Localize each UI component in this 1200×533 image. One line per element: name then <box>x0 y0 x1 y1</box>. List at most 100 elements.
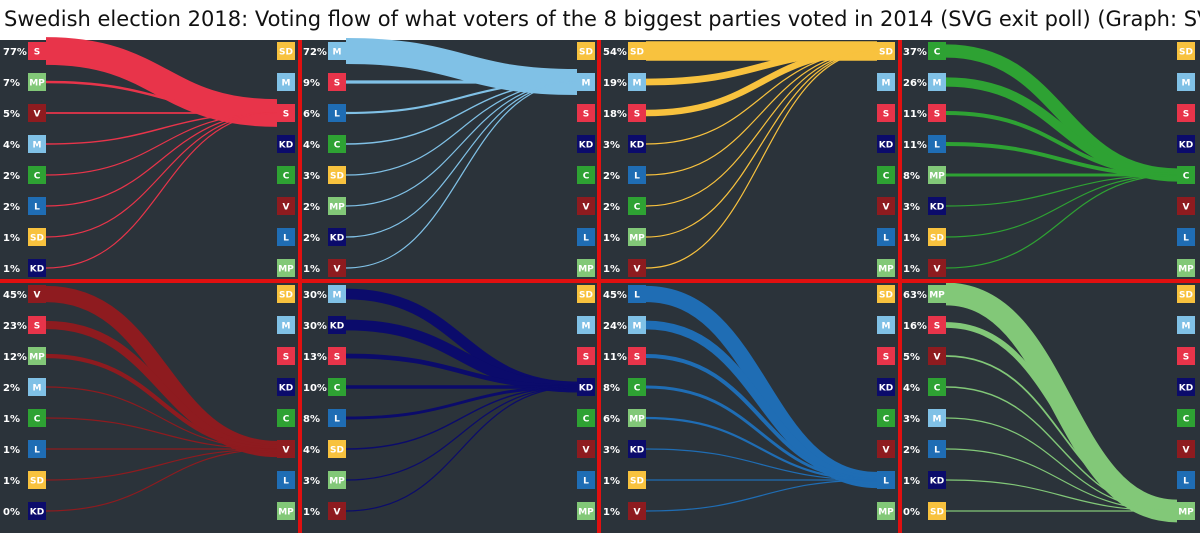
party-box <box>577 502 595 520</box>
party-label: MP <box>578 265 594 275</box>
party-label: KD <box>30 265 44 275</box>
flow <box>945 174 1178 269</box>
party-label: SD <box>30 234 44 244</box>
party-box <box>277 471 295 489</box>
party-label: SD <box>579 48 593 58</box>
value-label: 10% <box>303 383 327 394</box>
party-label: L <box>934 446 940 456</box>
value-label: 16% <box>903 321 927 332</box>
flow <box>945 417 1178 512</box>
party-box <box>277 440 295 458</box>
party-label: SD <box>579 291 593 301</box>
party-box <box>1177 316 1195 334</box>
flow <box>945 386 1178 512</box>
party-box <box>577 316 595 334</box>
party-box <box>277 104 295 122</box>
value-label: 1% <box>3 414 20 425</box>
party-box <box>928 285 946 303</box>
value-label: 1% <box>3 445 20 456</box>
party-box <box>877 228 895 246</box>
party-box <box>628 259 646 277</box>
flow <box>945 322 1178 514</box>
party-label: V <box>34 291 41 301</box>
value-label: 1% <box>903 476 920 487</box>
flow <box>345 81 578 207</box>
party-label: SD <box>279 48 293 58</box>
value-label: 4% <box>903 383 920 394</box>
party-box <box>928 440 946 458</box>
party-label: M <box>582 79 591 89</box>
value-label: 2% <box>303 202 320 213</box>
party-label: V <box>934 265 941 275</box>
party-box <box>1177 440 1195 458</box>
party-label: C <box>34 172 41 182</box>
value-label: 63% <box>903 290 927 301</box>
party-label: L <box>1183 477 1189 487</box>
party-box <box>928 104 946 122</box>
party-label: L <box>283 477 289 487</box>
party-label: M <box>882 322 891 332</box>
flow <box>645 50 878 145</box>
party-box <box>328 259 346 277</box>
party-label: S <box>34 322 40 332</box>
party-box <box>577 135 595 153</box>
party-box <box>28 197 46 215</box>
party-box <box>628 471 646 489</box>
flow <box>645 50 878 269</box>
value-label: 6% <box>603 414 620 425</box>
party-box <box>928 316 946 334</box>
party-box <box>577 166 595 184</box>
party-box <box>1177 104 1195 122</box>
party-label: S <box>34 48 40 58</box>
value-label: 3% <box>903 414 920 425</box>
value-label: 8% <box>603 383 620 394</box>
party-box <box>877 197 895 215</box>
party-box <box>28 166 46 184</box>
labels: 77% S 7% MP 5% V 4% M 2% C 2% L 1% SD 1% KD SD M S KD C V L MP 7… <box>3 42 1195 520</box>
party-label: M <box>282 322 291 332</box>
flow <box>45 112 278 269</box>
party-box <box>28 135 46 153</box>
party-box <box>928 259 946 277</box>
party-label: MP <box>278 508 294 518</box>
party-label: C <box>283 172 290 182</box>
party-label: L <box>883 477 889 487</box>
party-label: SD <box>1179 48 1193 58</box>
party-label: S <box>1183 353 1189 363</box>
party-box <box>577 285 595 303</box>
flow <box>45 353 278 452</box>
party-label: M <box>333 48 342 58</box>
party-label: SD <box>879 48 893 58</box>
party-box <box>28 347 46 365</box>
party-label: MP <box>878 508 894 518</box>
party-box <box>928 378 946 396</box>
party-label: S <box>934 322 940 332</box>
party-label: SD <box>630 477 644 487</box>
party-label: V <box>883 203 890 213</box>
flow <box>345 81 578 238</box>
party-box <box>577 440 595 458</box>
party-box <box>28 259 46 277</box>
flow <box>345 81 578 176</box>
value-label: 30% <box>303 321 327 332</box>
flow <box>945 174 1178 207</box>
party-label: KD <box>630 141 644 151</box>
value-label: 18% <box>603 109 627 120</box>
party-box <box>328 42 346 60</box>
flow <box>945 355 1178 512</box>
party-label: MP <box>329 477 345 487</box>
party-label: L <box>583 477 589 487</box>
party-box <box>628 440 646 458</box>
party-label: V <box>334 265 341 275</box>
party-label: S <box>883 353 889 363</box>
party-box <box>928 73 946 91</box>
party-box <box>877 259 895 277</box>
party-box <box>628 502 646 520</box>
party-box <box>577 409 595 427</box>
value-label: 1% <box>603 233 620 244</box>
party-box <box>628 104 646 122</box>
party-box <box>28 73 46 91</box>
party-label: SD <box>930 234 944 244</box>
flow <box>45 417 278 450</box>
party-label: C <box>583 415 590 425</box>
